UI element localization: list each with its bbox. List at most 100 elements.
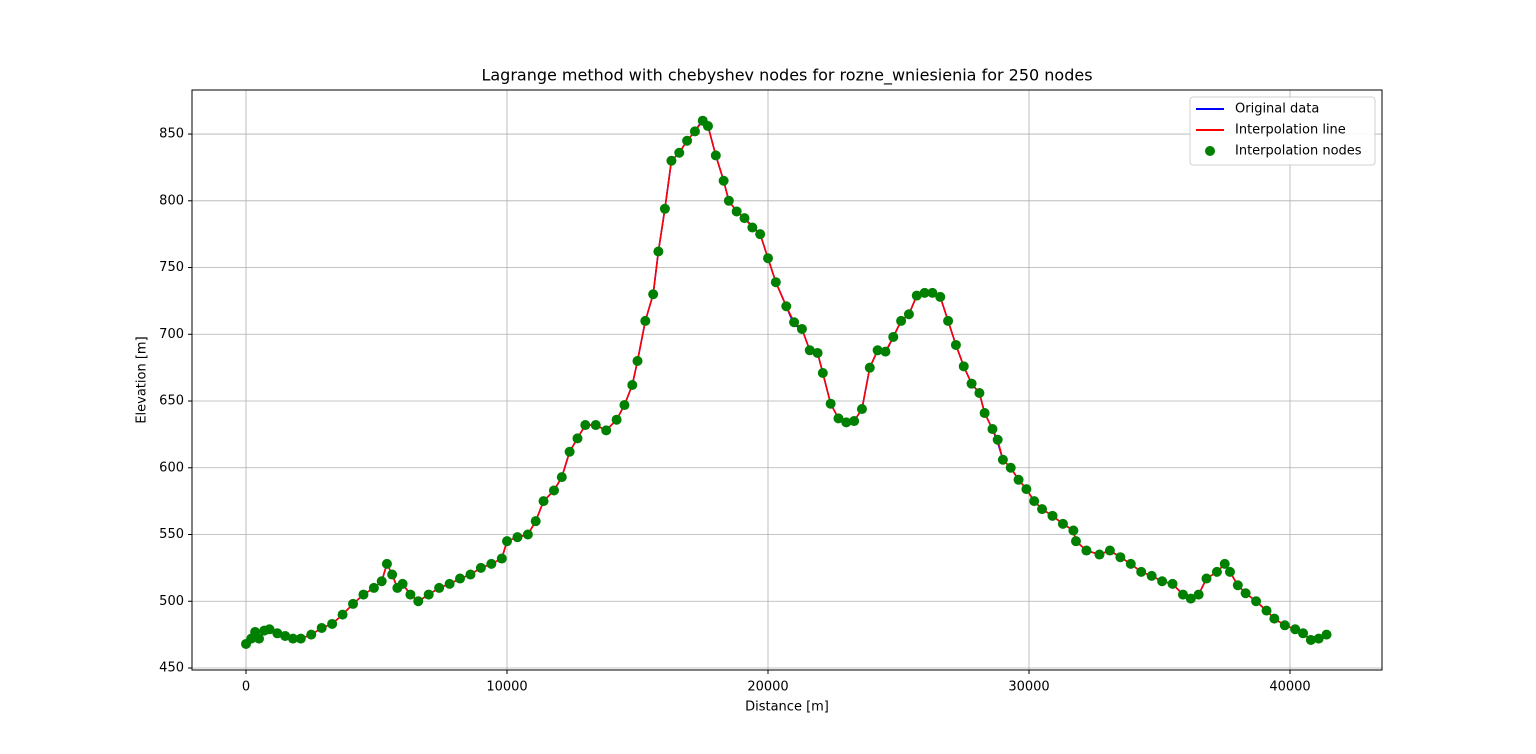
node-point <box>966 378 977 389</box>
node-point <box>1013 474 1024 485</box>
node-point <box>856 404 867 415</box>
y-tick-label: 850 <box>159 127 184 142</box>
node-point <box>992 434 1003 445</box>
node-point <box>718 175 729 186</box>
node-point <box>659 203 670 214</box>
node-point <box>987 424 998 435</box>
node-point <box>1305 634 1316 645</box>
node-point <box>580 420 591 431</box>
node-point <box>817 367 828 378</box>
node-point <box>1104 545 1115 556</box>
node-point <box>1211 566 1222 577</box>
node-point <box>770 277 781 288</box>
node-point <box>1047 510 1058 521</box>
node-point <box>648 289 659 300</box>
node-point <box>880 346 891 357</box>
legend-label: Original data <box>1235 102 1319 117</box>
y-tick-label: 550 <box>159 527 184 542</box>
node-point <box>927 287 938 298</box>
node-point <box>958 361 969 372</box>
node-point <box>1219 558 1230 569</box>
node-point <box>1232 580 1243 591</box>
y-tick-label: 500 <box>159 594 184 609</box>
y-tick-label: 750 <box>159 260 184 275</box>
node-point <box>943 315 954 326</box>
node-point <box>522 529 533 540</box>
node-point <box>590 420 601 431</box>
node-point <box>632 355 643 366</box>
node-point <box>280 630 291 641</box>
node-point <box>739 213 750 224</box>
node-point <box>1005 462 1016 473</box>
node-point <box>796 323 807 334</box>
node-point <box>564 446 575 457</box>
node-point <box>348 598 359 609</box>
node-point <box>496 553 507 564</box>
node-point <box>903 309 914 320</box>
node-point <box>306 629 317 640</box>
node-point <box>682 135 693 146</box>
node-point <box>979 408 990 419</box>
node-point <box>804 345 815 356</box>
node-point <box>1224 566 1235 577</box>
node-point <box>702 121 713 132</box>
node-point <box>781 301 792 312</box>
node-point <box>368 582 379 593</box>
node-point <box>619 400 630 411</box>
node-point <box>1269 613 1280 624</box>
x-tick-label: 40000 <box>1269 680 1310 695</box>
node-point <box>1279 620 1290 631</box>
node-point <box>666 155 677 166</box>
node-point <box>548 485 559 496</box>
node-point <box>423 589 434 600</box>
node-point <box>950 339 961 350</box>
node-point <box>1146 570 1157 581</box>
legend-label: Interpolation nodes <box>1235 144 1362 159</box>
y-axis-label: Elevation [m] <box>135 336 150 423</box>
node-point <box>710 150 721 161</box>
node-point <box>327 618 338 629</box>
y-tick-label: 600 <box>159 460 184 475</box>
node-point <box>1125 558 1136 569</box>
node-point <box>1321 629 1332 640</box>
node-point <box>1193 589 1204 600</box>
chart-title: Lagrange method with chebyshev nodes for… <box>481 66 1092 86</box>
node-point <box>1177 589 1188 600</box>
node-point <box>611 414 622 425</box>
node-point <box>627 380 638 391</box>
node-point <box>1240 588 1251 599</box>
node-point <box>1261 605 1272 616</box>
node-point <box>405 589 416 600</box>
y-tick-label: 700 <box>159 327 184 342</box>
legend-box <box>1189 96 1376 166</box>
node-point <box>1094 549 1105 560</box>
node-point <box>397 578 408 589</box>
node-point <box>1313 633 1324 644</box>
node-point <box>465 569 476 580</box>
node-point <box>689 126 700 137</box>
node-point <box>974 388 985 399</box>
node-point <box>1167 578 1178 589</box>
node-point <box>376 576 387 587</box>
node-point <box>387 569 398 580</box>
node-point <box>935 291 946 302</box>
x-tick-label: 20000 <box>747 680 788 695</box>
node-point <box>825 398 836 409</box>
node-point <box>1251 596 1262 607</box>
node-point <box>601 425 612 436</box>
node-point <box>674 147 685 158</box>
data-line <box>245 117 1327 645</box>
y-tick-label: 650 <box>159 394 184 409</box>
node-point <box>864 362 875 373</box>
node-point <box>762 253 773 264</box>
node-point <box>841 417 852 428</box>
node-point <box>556 472 567 483</box>
node-point <box>653 246 664 257</box>
node-point <box>1070 536 1081 547</box>
node-point <box>1057 518 1068 529</box>
node-point <box>1201 573 1212 584</box>
x-axis-label: Distance [m] <box>745 700 829 715</box>
node-point <box>888 331 899 342</box>
legend-label: Interpolation line <box>1235 123 1346 138</box>
